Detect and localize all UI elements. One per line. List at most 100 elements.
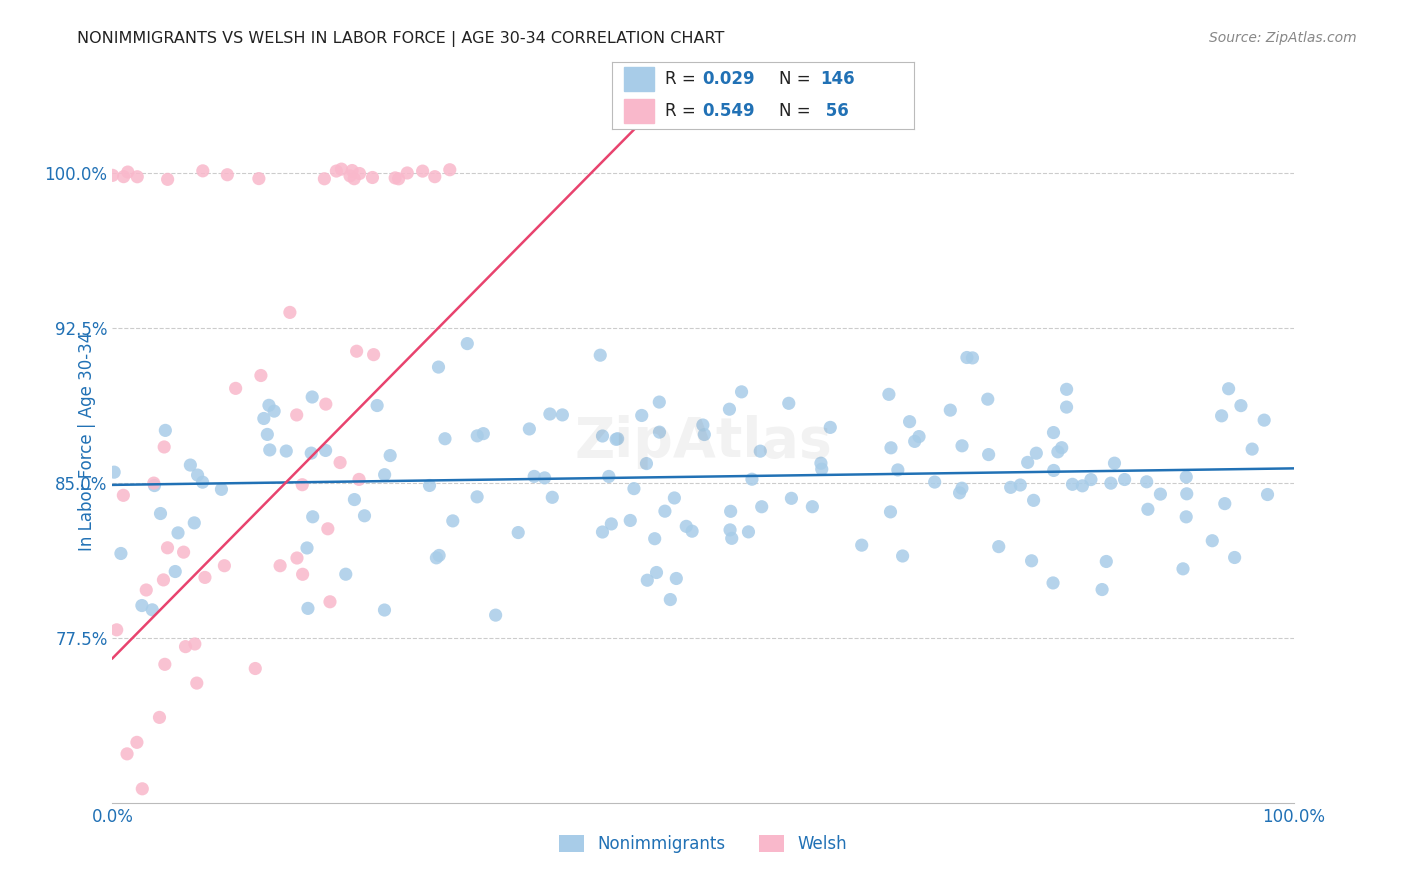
- Text: R =: R =: [665, 103, 700, 120]
- Point: [179, 458, 201, 472]
- Point: [508, 525, 530, 540]
- Text: 56: 56: [820, 103, 849, 120]
- Point: [1171, 562, 1194, 576]
- Point: [538, 407, 561, 421]
- Point: [373, 603, 395, 617]
- Point: [135, 582, 157, 597]
- Point: [1253, 413, 1275, 427]
- Text: R =: R =: [665, 70, 700, 87]
- Point: [299, 446, 322, 460]
- Point: [693, 427, 716, 442]
- Point: [1175, 509, 1198, 524]
- Point: [456, 336, 478, 351]
- Point: [665, 572, 688, 586]
- Point: [648, 425, 671, 439]
- Point: [156, 172, 179, 186]
- Point: [887, 463, 910, 477]
- Point: [245, 661, 267, 675]
- Point: [427, 549, 450, 563]
- Point: [285, 408, 308, 422]
- Point: [720, 504, 742, 518]
- Point: [291, 477, 314, 491]
- Point: [214, 558, 236, 573]
- Point: [1025, 446, 1047, 460]
- Point: [1062, 477, 1084, 491]
- Point: [592, 429, 614, 443]
- Point: [361, 170, 384, 185]
- Point: [950, 481, 973, 495]
- Point: [1000, 480, 1022, 494]
- Point: [737, 524, 759, 539]
- Point: [1042, 576, 1064, 591]
- Text: N =: N =: [779, 70, 817, 87]
- Point: [253, 411, 276, 425]
- Bar: [624, 67, 654, 91]
- Point: [630, 409, 652, 423]
- Text: ZipAtlas: ZipAtlas: [574, 415, 832, 468]
- Point: [1104, 456, 1126, 470]
- Point: [142, 476, 165, 491]
- Point: [718, 523, 741, 537]
- Point: [636, 573, 658, 587]
- Point: [217, 168, 239, 182]
- Point: [644, 532, 666, 546]
- Point: [1175, 487, 1198, 501]
- Point: [363, 348, 385, 362]
- Point: [977, 448, 1000, 462]
- Text: Source: ZipAtlas.com: Source: ZipAtlas.com: [1209, 31, 1357, 45]
- Point: [778, 396, 800, 410]
- Point: [250, 368, 273, 383]
- Point: [191, 475, 214, 490]
- Point: [315, 397, 337, 411]
- Point: [153, 657, 176, 672]
- Point: [877, 387, 900, 401]
- Point: [156, 541, 179, 555]
- Point: [1211, 409, 1233, 423]
- Point: [675, 519, 697, 533]
- Point: [353, 508, 375, 523]
- Point: [110, 546, 132, 560]
- Point: [329, 456, 352, 470]
- Point: [325, 164, 347, 178]
- Point: [1042, 463, 1064, 477]
- Point: [692, 417, 714, 432]
- Point: [330, 162, 353, 177]
- Point: [103, 465, 125, 479]
- Text: N =: N =: [779, 103, 817, 120]
- Point: [950, 439, 973, 453]
- Point: [316, 522, 339, 536]
- Point: [720, 532, 742, 546]
- Point: [396, 166, 419, 180]
- Point: [101, 169, 124, 183]
- Y-axis label: In Labor Force | Age 30-34: In Labor Force | Age 30-34: [77, 332, 96, 551]
- Point: [465, 429, 488, 443]
- Point: [879, 505, 901, 519]
- Point: [645, 566, 668, 580]
- Point: [117, 165, 139, 179]
- Point: [439, 162, 461, 177]
- Point: [924, 475, 946, 489]
- Point: [141, 603, 163, 617]
- Point: [225, 381, 247, 395]
- Point: [194, 570, 217, 584]
- Point: [1213, 497, 1236, 511]
- Point: [314, 171, 336, 186]
- Text: 0.549: 0.549: [703, 103, 755, 120]
- Point: [1046, 445, 1069, 459]
- Point: [149, 507, 172, 521]
- Point: [851, 538, 873, 552]
- Point: [315, 443, 337, 458]
- Point: [285, 551, 308, 566]
- Point: [730, 384, 752, 399]
- Point: [523, 469, 546, 483]
- Point: [276, 444, 298, 458]
- Point: [780, 491, 803, 506]
- Point: [174, 640, 197, 654]
- Point: [127, 169, 149, 184]
- Point: [374, 467, 396, 482]
- Point: [211, 483, 233, 497]
- Text: 0.029: 0.029: [703, 70, 755, 87]
- Point: [636, 457, 658, 471]
- Point: [654, 504, 676, 518]
- Point: [908, 429, 931, 443]
